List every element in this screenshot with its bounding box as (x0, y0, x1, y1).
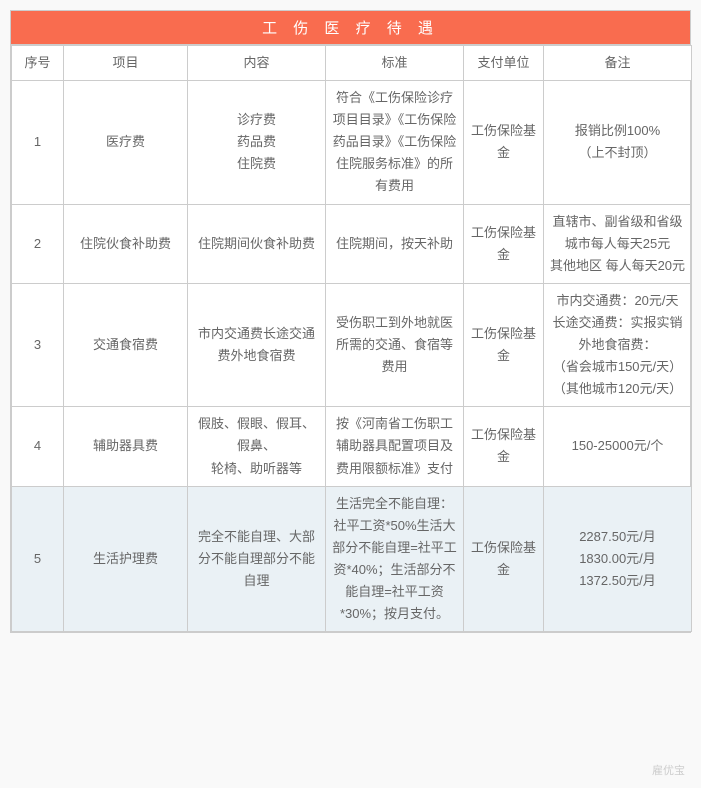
table-title: 工 伤 医 疗 待 遇 (11, 11, 690, 45)
cell-payer: 工伤保险基金 (464, 81, 544, 204)
table-row: 2住院伙食补助费住院期间伙食补助费住院期间，按天补助工伤保险基金直辖市、副省级和… (12, 204, 692, 283)
cell-item: 辅助器具费 (64, 407, 188, 486)
col-standard: 标准 (326, 46, 464, 81)
col-item: 项目 (64, 46, 188, 81)
benefits-table: 序号 项目 内容 标准 支付单位 备注 1医疗费诊疗费药品费住院费符合《工伤保险… (11, 45, 692, 632)
cell-content: 诊疗费药品费住院费 (188, 81, 326, 204)
cell-remark: 报销比例100%（上不封顶） (544, 81, 692, 204)
cell-content: 住院期间伙食补助费 (188, 204, 326, 283)
cell-no: 4 (12, 407, 64, 486)
col-content: 内容 (188, 46, 326, 81)
cell-payer: 工伤保险基金 (464, 204, 544, 283)
cell-payer: 工伤保险基金 (464, 283, 544, 406)
table-container: 工 伤 医 疗 待 遇 序号 项目 内容 标准 支付单位 备注 1医疗费诊疗费药… (10, 10, 691, 633)
cell-standard: 受伤职工到外地就医所需的交通、食宿等费用 (326, 283, 464, 406)
cell-remark: 2287.50元/月1830.00元/月1372.50元/月 (544, 486, 692, 632)
cell-payer: 工伤保险基金 (464, 407, 544, 486)
cell-standard: 住院期间，按天补助 (326, 204, 464, 283)
col-payer: 支付单位 (464, 46, 544, 81)
cell-standard: 符合《工伤保险诊疗项目目录》《工伤保险药品目录》《工伤保险住院服务标准》的所有费… (326, 81, 464, 204)
cell-no: 3 (12, 283, 64, 406)
cell-no: 2 (12, 204, 64, 283)
table-row: 3交通食宿费市内交通费长途交通费外地食宿费受伤职工到外地就医所需的交通、食宿等费… (12, 283, 692, 406)
cell-content: 完全不能自理、大部分不能自理部分不能自理 (188, 486, 326, 632)
cell-no: 1 (12, 81, 64, 204)
cell-standard: 按《河南省工伤职工辅助器具配置项目及费用限额标准》支付 (326, 407, 464, 486)
cell-payer: 工伤保险基金 (464, 486, 544, 632)
cell-standard: 生活完全不能自理：社平工资*50%生活大部分不能自理=社平工资*40%；生活部分… (326, 486, 464, 632)
watermark: 雇优宝 (652, 762, 685, 778)
table-body: 1医疗费诊疗费药品费住院费符合《工伤保险诊疗项目目录》《工伤保险药品目录》《工伤… (12, 81, 692, 632)
header-row: 序号 项目 内容 标准 支付单位 备注 (12, 46, 692, 81)
cell-item: 生活护理费 (64, 486, 188, 632)
cell-remark: 市内交通费：20元/天长途交通费：实报实销外地食宿费：（省会城市150元/天）（… (544, 283, 692, 406)
cell-item: 交通食宿费 (64, 283, 188, 406)
cell-remark: 150-25000元/个 (544, 407, 692, 486)
cell-item: 医疗费 (64, 81, 188, 204)
table-row: 1医疗费诊疗费药品费住院费符合《工伤保险诊疗项目目录》《工伤保险药品目录》《工伤… (12, 81, 692, 204)
cell-item: 住院伙食补助费 (64, 204, 188, 283)
col-no: 序号 (12, 46, 64, 81)
cell-no: 5 (12, 486, 64, 632)
cell-content: 市内交通费长途交通费外地食宿费 (188, 283, 326, 406)
col-remark: 备注 (544, 46, 692, 81)
cell-remark: 直辖市、副省级和省级城市每人每天25元其他地区 每人每天20元 (544, 204, 692, 283)
cell-content: 假肢、假眼、假耳、假鼻、轮椅、助听器等 (188, 407, 326, 486)
table-row: 5生活护理费完全不能自理、大部分不能自理部分不能自理生活完全不能自理：社平工资*… (12, 486, 692, 632)
table-row: 4辅助器具费假肢、假眼、假耳、假鼻、轮椅、助听器等按《河南省工伤职工辅助器具配置… (12, 407, 692, 486)
